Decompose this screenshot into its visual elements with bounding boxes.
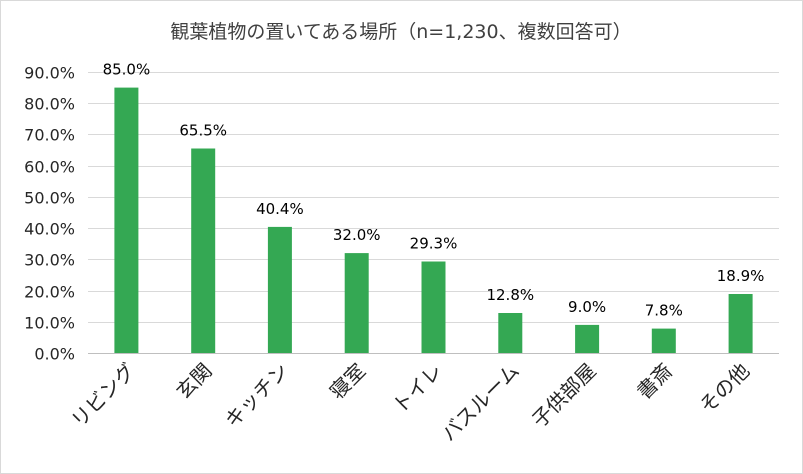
- bar: [498, 313, 523, 353]
- y-tick-label: 10.0%: [24, 314, 75, 333]
- data-label: 12.8%: [486, 286, 534, 304]
- bar: [421, 261, 446, 353]
- y-tick-label: 50.0%: [24, 189, 75, 208]
- bar: [267, 226, 292, 353]
- y-tick-label: 70.0%: [24, 126, 75, 145]
- data-label: 9.0%: [568, 298, 606, 316]
- data-label: 40.4%: [256, 200, 304, 218]
- y-tick-label: 20.0%: [24, 283, 75, 302]
- y-tick-label: 90.0%: [24, 64, 75, 83]
- y-tick-label: 60.0%: [24, 158, 75, 177]
- bar: [575, 324, 600, 353]
- y-tick-label: 30.0%: [24, 251, 75, 270]
- bar: [114, 87, 139, 353]
- data-labels: 85.0% 65.5% 40.4% 32.0% 29.3% 12.8% 9.0% 7.8% 18…: [103, 61, 765, 320]
- bar: [191, 148, 216, 353]
- data-label: 32.0%: [333, 226, 381, 244]
- bars: [114, 87, 753, 353]
- bar: [651, 328, 676, 353]
- data-label: 85.0%: [103, 61, 151, 79]
- data-label: 18.9%: [717, 267, 765, 285]
- chart-title: 観葉植物の置いてある場所（n=1,230、複数回答可）: [170, 21, 631, 43]
- y-tick-label: 40.0%: [24, 220, 75, 239]
- data-label: 65.5%: [179, 122, 227, 140]
- y-axis-tick-labels: 0.0% 10.0% 20.0% 30.0% 40.0% 50.0% 60.0% 70.0% 8…: [24, 64, 75, 364]
- data-label: 29.3%: [410, 235, 458, 253]
- bar: [728, 294, 753, 353]
- y-tick-label: 80.0%: [24, 95, 75, 114]
- bar: [344, 253, 369, 353]
- data-label: 7.8%: [645, 302, 683, 320]
- y-tick-label: 0.0%: [34, 345, 75, 364]
